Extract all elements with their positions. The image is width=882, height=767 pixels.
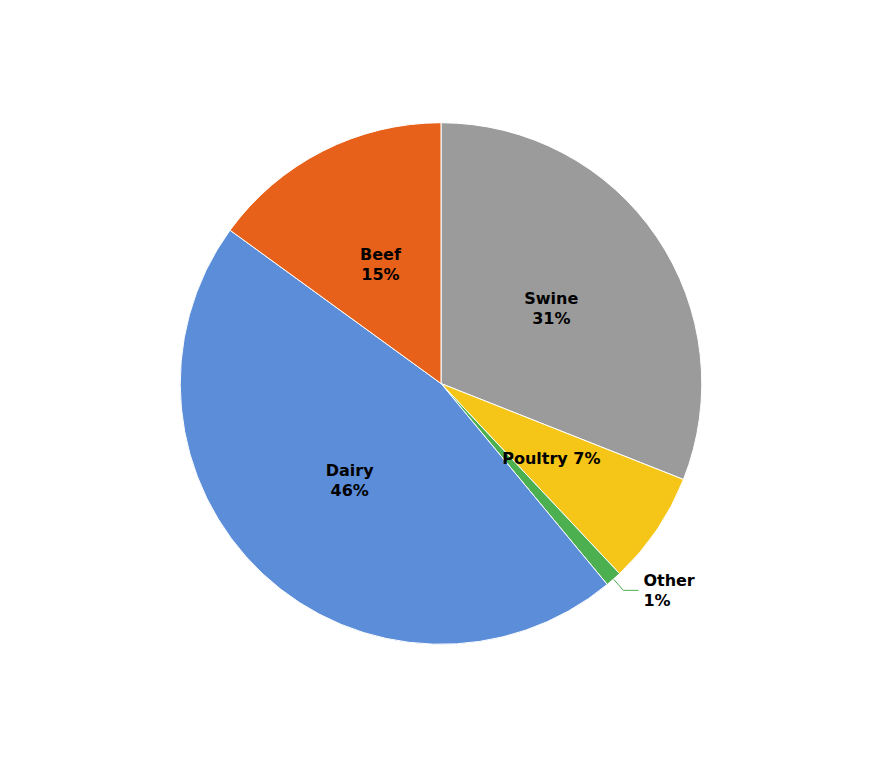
svg-text:Swine: Swine (524, 289, 578, 308)
svg-text:1%: 1% (643, 591, 670, 610)
svg-text:Beef: Beef (360, 245, 402, 264)
svg-text:46%: 46% (331, 481, 369, 500)
svg-text:Dairy: Dairy (326, 461, 374, 480)
svg-text:Other: Other (643, 571, 694, 590)
svg-text:Poultry 7%: Poultry 7% (502, 449, 600, 468)
svg-text:15%: 15% (361, 265, 399, 284)
svg-text:31%: 31% (532, 309, 570, 328)
